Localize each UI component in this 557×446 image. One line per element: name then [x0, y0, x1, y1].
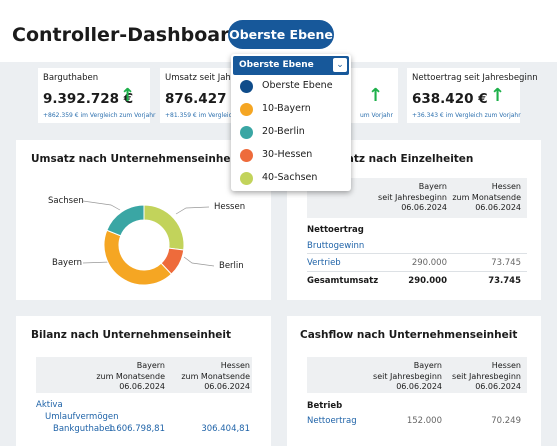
- cell-value: 73.745: [488, 276, 521, 286]
- dropdown-menu: [231, 54, 351, 191]
- panel-title: Bilanz nach Unternehmenseinheit: [31, 329, 232, 341]
- column-header: 06.06.2024: [475, 203, 521, 212]
- leader: [175, 206, 210, 215]
- column-header: zum Monatsende: [96, 371, 165, 381]
- dropdown-item[interactable]: Oberste Ebene: [262, 80, 333, 91]
- item-dot: [240, 149, 253, 162]
- kpi-change: +81.359 € im Vergleich zum Vorjahr: [165, 112, 274, 119]
- donut-label: Hessen: [214, 202, 246, 212]
- cell-value: 70.249: [491, 416, 521, 426]
- column-header: Bayern: [413, 361, 442, 370]
- column-header: seit Jahresbeginn: [373, 371, 442, 381]
- column-header: 06.06.2024: [396, 382, 442, 391]
- row-separator: [307, 271, 527, 272]
- column-header: Bayern: [136, 361, 165, 370]
- dropdown-item[interactable]: 40-Sachsen: [262, 172, 318, 183]
- dropdown-item[interactable]: 30-Hessen: [262, 149, 313, 160]
- item-dot: [240, 80, 253, 93]
- column-header: Hessen: [220, 361, 250, 370]
- row-label[interactable]: Nettoertrag: [307, 416, 357, 426]
- trend-arrow: ↑: [490, 85, 506, 106]
- kpi-title: Nettoertrag seit Jahresbeginn: [412, 73, 538, 83]
- page-title: Controller-Dashboard: [12, 24, 244, 46]
- kpi-value: 638.420 €: [412, 91, 488, 107]
- kpi-card: [38, 68, 150, 123]
- column-header: seit Jahresbeginn: [452, 371, 521, 381]
- table-header: [36, 357, 252, 393]
- donut-slice: [143, 204, 185, 251]
- column-header: 06.06.2024: [401, 203, 447, 212]
- kpi-title: Barguthaben: [43, 73, 99, 83]
- column-header: 06.06.2024: [475, 382, 521, 391]
- kpi-change: +862.359 € im Vergleich zum Vorjahr: [43, 112, 156, 119]
- leader: [82, 200, 121, 211]
- column-header: zum Monatsende: [181, 371, 250, 381]
- column-header: Bayern: [418, 182, 447, 191]
- donut-slice: [106, 204, 145, 237]
- cell-value: 290.000: [408, 276, 447, 286]
- row-separator: [307, 253, 527, 254]
- column-header: 06.06.2024: [204, 382, 250, 391]
- kpi-value: 876.427 €: [165, 91, 241, 107]
- column-header: 06.06.2024: [119, 382, 165, 391]
- trend-arrow: ↑: [120, 85, 136, 106]
- donut-label: Bayern: [52, 258, 83, 268]
- column-header: seit Jahresbeginn: [378, 192, 447, 202]
- row-label[interactable]: Aktiva: [36, 400, 63, 410]
- cell-value: 1.606.798,81: [108, 424, 165, 434]
- donut-chart: [82, 200, 215, 286]
- cell-value: 290.000: [411, 258, 447, 268]
- trend-arrow: ↑: [368, 85, 384, 106]
- row-label[interactable]: Bankguthaben: [53, 424, 116, 434]
- cell-value: 306.404,81: [201, 424, 250, 434]
- donut-label: Berlin: [219, 261, 244, 271]
- donut-slice: [103, 229, 173, 286]
- row-label[interactable]: Vertrieb: [307, 258, 341, 268]
- panel-title: Umsatz nach Unternehmenseinheit: [31, 153, 240, 165]
- kpi-change: +36.343 € im Vergleich zum Vorjahr: [412, 112, 521, 119]
- item-dot: [240, 126, 253, 139]
- kpi-change: um Vorjahr: [360, 112, 393, 119]
- row-label: Nettoertrag: [307, 225, 364, 235]
- item-dot: [240, 103, 253, 116]
- kpi-title: Umsatz seit Jahresbeginn: [165, 73, 273, 83]
- column-header: zum Monatsende: [452, 192, 521, 202]
- row-label[interactable]: Umlaufvermögen: [45, 412, 119, 422]
- dropdown-item[interactable]: 10-Bayern: [262, 103, 311, 114]
- cell-value: 73.745: [491, 258, 521, 268]
- kpi-value: 9.392.728 €: [43, 91, 134, 107]
- kpi-card: [407, 68, 520, 123]
- leader: [183, 256, 215, 267]
- row-label[interactable]: Bruttogewinn: [307, 241, 365, 251]
- chevron: ⌄: [333, 58, 347, 72]
- level-button[interactable]: Oberste Ebene: [228, 20, 334, 49]
- row-label: Betrieb: [307, 401, 343, 411]
- dropdown-item[interactable]: 20-Berlin: [262, 126, 305, 137]
- column-header: Hessen: [491, 182, 521, 191]
- dropdown-head[interactable]: Oberste Ebene: [233, 56, 349, 75]
- row-label: Gesamtumsatz: [307, 276, 379, 286]
- donut-label: Sachsen: [48, 196, 84, 206]
- panel-title: Cashflow nach Unternehmenseinheit: [300, 329, 518, 341]
- cell-value: 152.000: [406, 416, 442, 426]
- item-dot: [240, 172, 253, 185]
- table-header: [307, 357, 527, 393]
- column-header: Hessen: [491, 361, 521, 370]
- panel-title: - Umsatz nach Einzelheiten: [313, 153, 474, 165]
